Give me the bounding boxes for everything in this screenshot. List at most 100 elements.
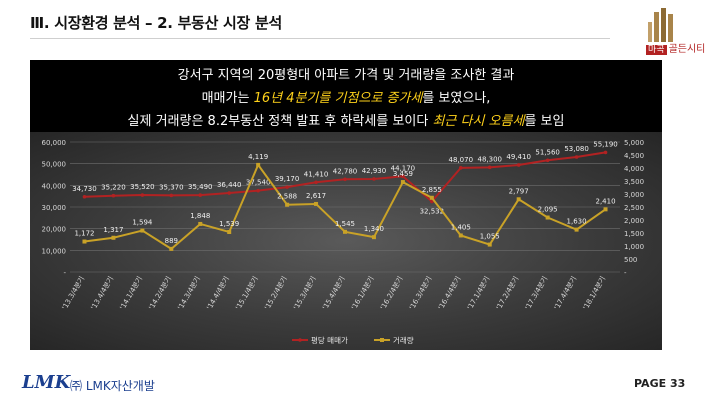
- price-point: [343, 177, 347, 182]
- legend-label: 거래량: [393, 336, 414, 345]
- volume-point: [343, 229, 347, 234]
- price-data-label: 44,170: [391, 164, 416, 172]
- right-axis-tick-label: 3,000: [624, 191, 644, 199]
- volume-point: [169, 246, 174, 251]
- volume-point: [371, 235, 376, 240]
- price-point: [603, 150, 608, 155]
- right-axis-tick-label: 3,500: [624, 178, 644, 186]
- left-axis-tick-label: -: [63, 269, 66, 277]
- header-divider: [30, 38, 610, 39]
- price-data-label: 51,560: [535, 148, 560, 156]
- volume-data-label: 1,545: [335, 220, 355, 228]
- right-axis-tick-label: 5,000: [624, 139, 644, 147]
- brand-badge-name: 골든시티: [668, 44, 706, 55]
- right-axis-tick-label: 4,500: [624, 152, 644, 160]
- volume-data-label: 2,095: [538, 206, 558, 214]
- volume-point: [198, 221, 203, 226]
- volume-point: [545, 215, 550, 220]
- volume-data-label: 1,594: [132, 219, 153, 227]
- banner-line-2-highlight: 16년 4분기를 기점으로 증가세: [253, 91, 423, 106]
- banner-line-1: 강서구 지역의 20평형대 아파트 가격 및 거래량을 조사한 결과: [177, 68, 515, 83]
- x-axis-tick-label: '16.1/4분기: [349, 275, 375, 312]
- volume-point: [256, 162, 261, 167]
- price-point: [82, 194, 87, 199]
- volume-point: [111, 235, 116, 240]
- right-axis-tick-label: 2,000: [624, 217, 644, 225]
- page-number: PAGE 33: [634, 377, 686, 390]
- volume-point: [140, 228, 145, 233]
- price-data-label: 36,440: [217, 181, 242, 189]
- price-volume-chart: - 10,000 20,000 30,000 40,000 50,000 60,000 - 50…: [42, 139, 645, 345]
- x-axis-tick-label: '17.1/4분기: [465, 275, 491, 312]
- left-axis-tick-label: 20,000: [42, 226, 67, 234]
- company-logo: LMK: [22, 372, 71, 393]
- x-axis-tick-label: '16.2/4분기: [378, 275, 404, 312]
- volume-data-label: 1,055: [480, 233, 500, 241]
- banner-line-3-highlight: 최근 다시 오름세: [432, 114, 525, 129]
- banner-line-2-post: 를 보였으나,: [422, 91, 491, 106]
- x-axis-tick-label: '17.4/4분기: [552, 275, 578, 312]
- volume-point: [227, 229, 232, 234]
- volume-data-label: 1,630: [567, 218, 587, 226]
- brand-badge: 마곡 골든시티: [646, 40, 705, 55]
- legend-marker: [298, 338, 302, 342]
- x-axis-tick-label: '16.3/4분기: [407, 275, 433, 312]
- volume-point: [82, 239, 87, 244]
- brand-badge-tag: 마곡: [646, 45, 667, 55]
- price-point: [285, 185, 289, 189]
- price-point: [198, 193, 203, 197]
- right-axis-tick-label: 2,500: [624, 204, 644, 212]
- left-axis-tick-label: 60,000: [42, 139, 67, 147]
- volume-point: [429, 195, 434, 200]
- left-axis-tick-label: 10,000: [42, 247, 67, 255]
- banner-line-3-post: 를 보임: [524, 114, 565, 129]
- banner-line-2: 매매가는 16년 4분기를 기점으로 증가세를 보였으나,: [30, 87, 662, 106]
- legend-label: 평당 매매가: [311, 335, 348, 345]
- banner-line-3-pre: 실제 거래량은 8.2부동산 정책 발표 후 하락세를 보이다: [127, 114, 433, 129]
- x-axis-tick-label: '15.3/4분기: [291, 275, 317, 312]
- volume-point: [400, 180, 405, 185]
- x-axis-tick-label: '14.3/4분기: [176, 275, 202, 312]
- price-data-label: 48,070: [449, 156, 474, 164]
- company-name: ㈜ LMK자산개발: [70, 379, 155, 393]
- x-axis-tick-label: '18.1/4분기: [581, 275, 607, 312]
- volume-data-label: 1,172: [74, 230, 94, 238]
- x-axis-tick-label: '17.2/4분기: [494, 275, 520, 312]
- price-point: [256, 188, 260, 193]
- page-title: Ⅲ. 시장환경 분석 – 2. 부동산 시장 분석: [30, 14, 282, 32]
- right-axis-tick-label: 1,000: [624, 243, 644, 251]
- x-axis-tick-label: '15.4/4분기: [320, 275, 346, 312]
- price-data-label: 37,540: [246, 179, 271, 187]
- right-axis-tick-label: 500: [624, 256, 637, 264]
- summary-banner: 강서구 지역의 20평형대 아파트 가격 및 거래량을 조사한 결과 매매가는 …: [30, 60, 662, 132]
- volume-data-label: 1,317: [103, 226, 123, 234]
- volume-data-label: 2,855: [422, 186, 442, 194]
- price-point: [574, 155, 579, 159]
- price-point: [430, 199, 434, 204]
- price-data-label: 42,780: [333, 167, 358, 175]
- volume-point: [574, 227, 579, 232]
- x-axis-tick-label: '13.3/4분기: [60, 275, 86, 312]
- volume-point: [314, 201, 319, 206]
- x-axis-tick-label: '14.4/4분기: [205, 275, 231, 312]
- price-point: [140, 193, 145, 197]
- price-data-label: 34,730: [72, 185, 97, 193]
- x-axis-tick-label: '16.4/4분기: [436, 275, 462, 312]
- x-axis-tick-label: '13.4/4분기: [89, 275, 115, 312]
- volume-data-label: 1,539: [219, 220, 239, 228]
- right-axis-tick-label: -: [624, 269, 627, 277]
- left-axis-tick-label: 50,000: [42, 161, 67, 169]
- volume-point: [487, 242, 492, 247]
- banner-line-3: 실제 거래량은 8.2부동산 정책 발표 후 하락세를 보이다 최근 다시 오름…: [30, 110, 662, 129]
- left-axis-tick-label: 40,000: [42, 182, 67, 190]
- price-point: [227, 191, 232, 195]
- volume-point: [516, 197, 521, 202]
- volume-data-label: 4,119: [248, 153, 268, 161]
- chart-container: - 10,000 20,000 30,000 40,000 50,000 60,000 - 50…: [30, 132, 662, 350]
- price-data-label: 49,410: [506, 153, 531, 161]
- price-point: [111, 193, 116, 198]
- volume-point: [603, 207, 608, 212]
- right-axis-tick-label: 1,500: [624, 230, 644, 238]
- volume-data-label: 2,410: [596, 197, 616, 205]
- price-point: [314, 180, 318, 185]
